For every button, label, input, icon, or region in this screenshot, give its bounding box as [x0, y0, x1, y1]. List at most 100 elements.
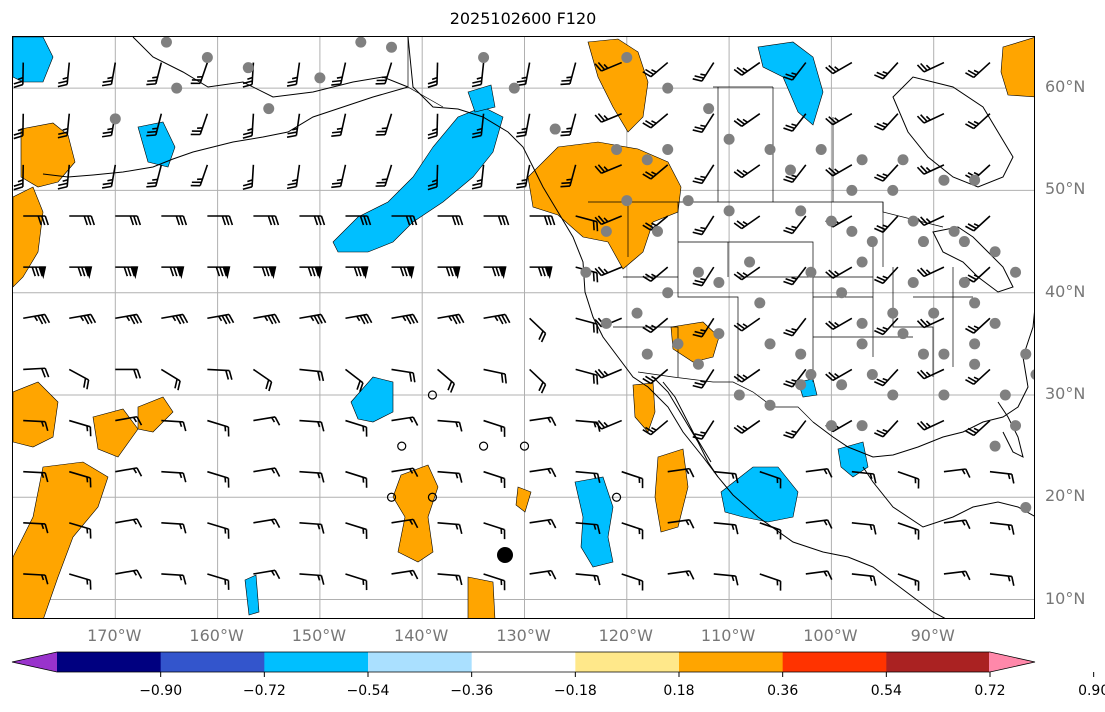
station-marker[interactable]: [764, 399, 776, 411]
station-marker[interactable]: [201, 51, 213, 63]
colorbar-segment: [264, 652, 369, 672]
station-marker[interactable]: [907, 276, 919, 288]
station-marker[interactable]: [856, 256, 868, 268]
station-marker[interactable]: [805, 369, 817, 381]
station-marker[interactable]: [549, 123, 561, 135]
station-marker[interactable]: [866, 369, 878, 381]
map-canvas[interactable]: [13, 37, 1035, 619]
station-marker[interactable]: [856, 317, 868, 329]
map-panel[interactable]: [12, 36, 1035, 619]
station-marker[interactable]: [989, 246, 1001, 258]
station-marker[interactable]: [703, 103, 715, 115]
station-marker[interactable]: [938, 348, 950, 360]
station-marker[interactable]: [969, 338, 981, 350]
station-marker[interactable]: [1030, 369, 1036, 380]
station-marker[interactable]: [1010, 266, 1022, 278]
station-marker[interactable]: [846, 184, 858, 196]
station-marker[interactable]: [928, 307, 940, 319]
station-marker[interactable]: [662, 144, 674, 156]
station-marker[interactable]: [784, 164, 796, 176]
station-marker[interactable]: [805, 266, 817, 278]
station-marker[interactable]: [1010, 420, 1022, 432]
station-marker[interactable]: [641, 348, 653, 360]
station-marker[interactable]: [958, 276, 970, 288]
station-marker[interactable]: [662, 82, 674, 94]
station-marker[interactable]: [948, 225, 960, 237]
wind-barb: [115, 569, 143, 579]
station-marker[interactable]: [836, 379, 848, 391]
station-marker[interactable]: [744, 256, 756, 268]
station-marker[interactable]: [764, 338, 776, 350]
station-marker[interactable]: [314, 72, 326, 84]
station-marker[interactable]: [815, 144, 827, 156]
station-marker[interactable]: [795, 205, 807, 217]
station-marker[interactable]: [969, 174, 981, 186]
station-marker[interactable]: [723, 205, 735, 217]
station-marker[interactable]: [723, 133, 735, 145]
station-marker[interactable]: [887, 184, 899, 196]
station-marker[interactable]: [263, 103, 275, 115]
station-marker[interactable]: [631, 307, 643, 319]
station-marker[interactable]: [109, 113, 121, 125]
wind-barb: [594, 164, 622, 175]
station-marker[interactable]: [478, 51, 490, 63]
station-marker[interactable]: [355, 37, 367, 48]
wind-barb: [916, 164, 945, 175]
station-marker[interactable]: [672, 338, 684, 350]
station-marker[interactable]: [754, 297, 766, 309]
station-marker[interactable]: [856, 154, 868, 166]
station-marker[interactable]: [692, 266, 704, 278]
station-marker[interactable]: [856, 420, 868, 432]
station-marker[interactable]: [386, 41, 398, 53]
wind-barb: [594, 112, 622, 123]
station-marker[interactable]: [713, 276, 725, 288]
station-marker[interactable]: [508, 82, 520, 94]
station-marker[interactable]: [887, 307, 899, 319]
station-marker[interactable]: [989, 440, 1001, 452]
station-marker[interactable]: [969, 297, 981, 309]
station-marker[interactable]: [825, 420, 837, 432]
station-marker[interactable]: [764, 144, 776, 156]
station-marker[interactable]: [682, 195, 694, 207]
station-marker[interactable]: [887, 389, 899, 401]
station-marker[interactable]: [825, 215, 837, 227]
station-marker[interactable]: [1020, 348, 1032, 360]
station-marker[interactable]: [733, 389, 745, 401]
station-marker[interactable]: [917, 348, 929, 360]
station-marker[interactable]: [989, 317, 1001, 329]
station-marker[interactable]: [171, 82, 183, 94]
station-marker[interactable]: [662, 287, 674, 299]
station-marker[interactable]: [242, 62, 254, 74]
wind-barb: [115, 368, 142, 379]
station-marker[interactable]: [621, 195, 633, 207]
station-marker[interactable]: [1020, 501, 1032, 513]
station-marker[interactable]: [938, 389, 950, 401]
station-marker[interactable]: [856, 338, 868, 350]
station-marker[interactable]: [999, 389, 1011, 401]
station-marker[interactable]: [600, 317, 612, 329]
wind-barb: [916, 61, 945, 73]
station-marker[interactable]: [692, 358, 704, 370]
station-marker[interactable]: [938, 174, 950, 186]
station-marker[interactable]: [651, 225, 663, 237]
wind-barb: [69, 266, 93, 280]
station-marker[interactable]: [866, 236, 878, 248]
station-marker[interactable]: [897, 154, 909, 166]
station-marker[interactable]: [795, 379, 807, 391]
station-marker[interactable]: [713, 328, 725, 340]
station-marker[interactable]: [897, 328, 909, 340]
station-marker[interactable]: [917, 236, 929, 248]
station-marker[interactable]: [580, 266, 592, 278]
station-marker[interactable]: [611, 144, 623, 156]
station-marker[interactable]: [907, 215, 919, 227]
tropical-cyclone-marker[interactable]: [497, 547, 513, 563]
station-marker[interactable]: [641, 154, 653, 166]
station-marker[interactable]: [621, 51, 633, 63]
station-marker[interactable]: [846, 225, 858, 237]
station-marker[interactable]: [969, 358, 981, 370]
station-marker[interactable]: [958, 236, 970, 248]
station-marker[interactable]: [160, 37, 172, 48]
station-marker[interactable]: [795, 348, 807, 360]
station-marker[interactable]: [600, 225, 612, 237]
station-marker[interactable]: [836, 287, 848, 299]
